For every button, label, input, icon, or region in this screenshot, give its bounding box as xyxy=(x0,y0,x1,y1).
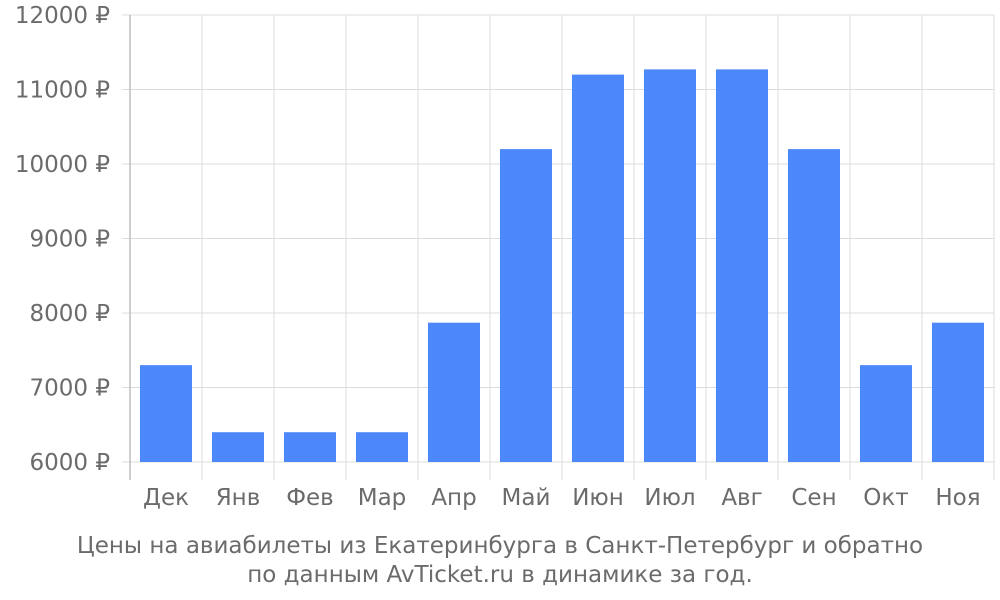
bar-8 xyxy=(644,69,696,462)
x-tick-label: Окт xyxy=(863,485,908,511)
x-tick-label: Ноя xyxy=(935,485,980,511)
y-tick-label: 7000 ₽ xyxy=(30,376,110,402)
bar-2 xyxy=(212,432,264,462)
x-tick-label: Фев xyxy=(286,485,334,511)
bar-11 xyxy=(860,365,912,462)
y-tick-label: 12000 ₽ xyxy=(15,3,110,29)
bar-9 xyxy=(716,69,768,462)
x-tick-label: Дек xyxy=(143,485,189,511)
bar-12 xyxy=(932,322,984,462)
x-tick-label: Мар xyxy=(358,485,407,511)
bar-3 xyxy=(284,432,336,462)
bar-1 xyxy=(140,365,192,462)
y-tick-label: 6000 ₽ xyxy=(30,450,110,476)
x-tick-label: Апр xyxy=(431,485,476,511)
x-tick-label: Июл xyxy=(644,485,695,511)
x-tick-label: Янв xyxy=(216,485,261,511)
x-tick-label: Сен xyxy=(791,485,836,511)
x-tick-label: Май xyxy=(502,485,551,511)
bar-5 xyxy=(428,322,480,462)
chart-caption-line-1: Цены на авиабилеты из Екатеринбурга в Са… xyxy=(76,533,924,559)
bar-10 xyxy=(788,149,840,462)
x-tick-label: Авг xyxy=(721,485,762,511)
bar-4 xyxy=(356,432,408,462)
chart-caption-line-2: по данным AvTicket.ru в динамике за год. xyxy=(247,562,753,588)
y-tick-label: 10000 ₽ xyxy=(15,152,110,178)
y-tick-label: 11000 ₽ xyxy=(15,78,110,104)
bar-6 xyxy=(500,149,552,462)
bar-7 xyxy=(572,74,624,462)
y-tick-label: 9000 ₽ xyxy=(30,227,110,253)
price-bar-chart: 6000 ₽ 7000 ₽ 8000 ₽ 9000 ₽ 10000 ₽ 11000 ₽ 12… xyxy=(15,3,995,511)
x-tick-label: Июн xyxy=(572,485,624,511)
y-tick-label: 8000 ₽ xyxy=(30,301,110,327)
